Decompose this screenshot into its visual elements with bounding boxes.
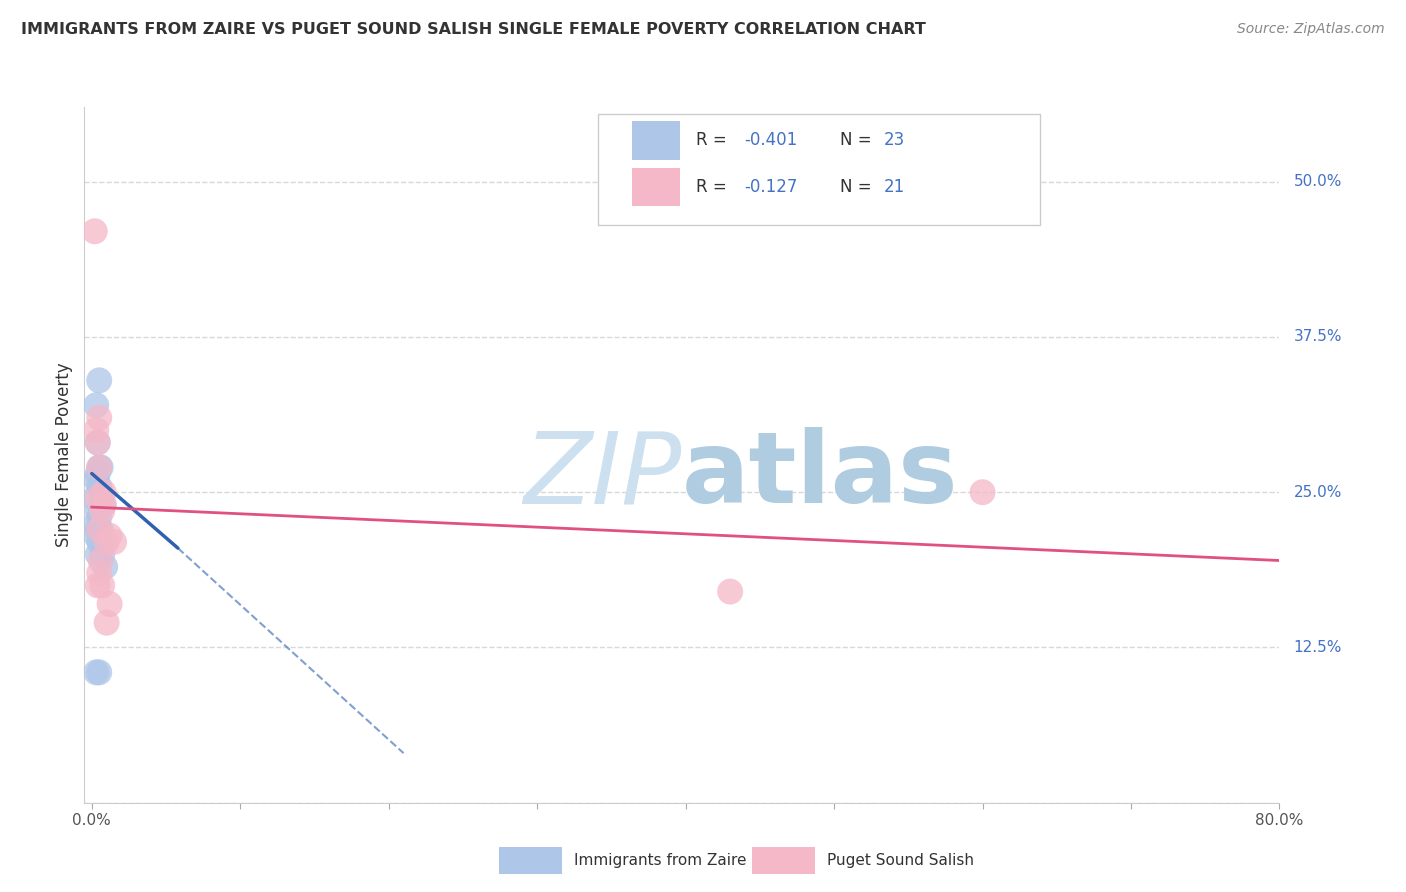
FancyBboxPatch shape (631, 121, 679, 160)
Point (84, 516, 107, 531)
Point (91, 504, 114, 518)
Point (89, 566, 111, 580)
Text: R =: R = (696, 178, 733, 196)
Text: N =: N = (839, 178, 876, 196)
Point (90, 553, 112, 567)
Point (84, 529, 107, 543)
Point (96, 535, 118, 549)
Point (89, 479, 111, 493)
Point (93, 498, 115, 512)
Point (89, 373, 111, 387)
Text: -0.401: -0.401 (744, 131, 797, 150)
Point (87, 435, 110, 450)
Text: N =: N = (839, 131, 876, 150)
Point (84, 398, 107, 412)
Point (89, 460, 111, 475)
Text: 21: 21 (884, 178, 905, 196)
Point (90, 485, 112, 500)
Point (87, 547, 110, 561)
Point (84, 665, 107, 680)
Text: 12.5%: 12.5% (1294, 640, 1343, 655)
Point (96, 615, 118, 630)
Text: 50.0%: 50.0% (1294, 174, 1343, 189)
Point (89, 665, 111, 680)
Point (98, 597, 121, 611)
Text: Source: ZipAtlas.com: Source: ZipAtlas.com (1237, 22, 1385, 37)
Text: -0.127: -0.127 (744, 178, 797, 196)
FancyBboxPatch shape (631, 168, 679, 206)
Point (87, 578, 110, 592)
Point (90, 460, 112, 475)
Point (89, 535, 111, 549)
Point (718, 584, 741, 599)
Point (89, 460, 111, 475)
Point (87, 435, 110, 450)
Point (87, 467, 110, 481)
Point (83, 224, 105, 238)
Text: 37.5%: 37.5% (1294, 329, 1343, 344)
Text: Immigrants from Zaire: Immigrants from Zaire (574, 854, 747, 868)
Point (87, 523, 110, 537)
Point (93, 485, 115, 500)
Text: 25.0%: 25.0% (1294, 484, 1343, 500)
Point (89, 523, 111, 537)
Text: atlas: atlas (682, 427, 959, 524)
Point (89, 510, 111, 524)
Point (103, 535, 125, 549)
Y-axis label: Single Female Poverty: Single Female Poverty (55, 363, 73, 547)
Text: ZIP: ZIP (523, 427, 682, 524)
Point (83, 491, 105, 506)
Point (87, 504, 110, 518)
Point (91, 547, 114, 561)
Text: 23: 23 (884, 131, 905, 150)
Point (98, 529, 121, 543)
FancyBboxPatch shape (599, 114, 1040, 226)
Point (90, 523, 112, 537)
Point (972, 485, 994, 500)
Point (89, 410, 111, 425)
Text: Puget Sound Salish: Puget Sound Salish (827, 854, 974, 868)
Point (93, 498, 115, 512)
Point (84, 473, 107, 487)
Point (94, 559, 117, 574)
Point (84, 423, 107, 437)
Text: IMMIGRANTS FROM ZAIRE VS PUGET SOUND SALISH SINGLE FEMALE POVERTY CORRELATION CH: IMMIGRANTS FROM ZAIRE VS PUGET SOUND SAL… (21, 22, 927, 37)
Point (87, 491, 110, 506)
Point (91, 578, 114, 592)
Text: R =: R = (696, 131, 733, 150)
